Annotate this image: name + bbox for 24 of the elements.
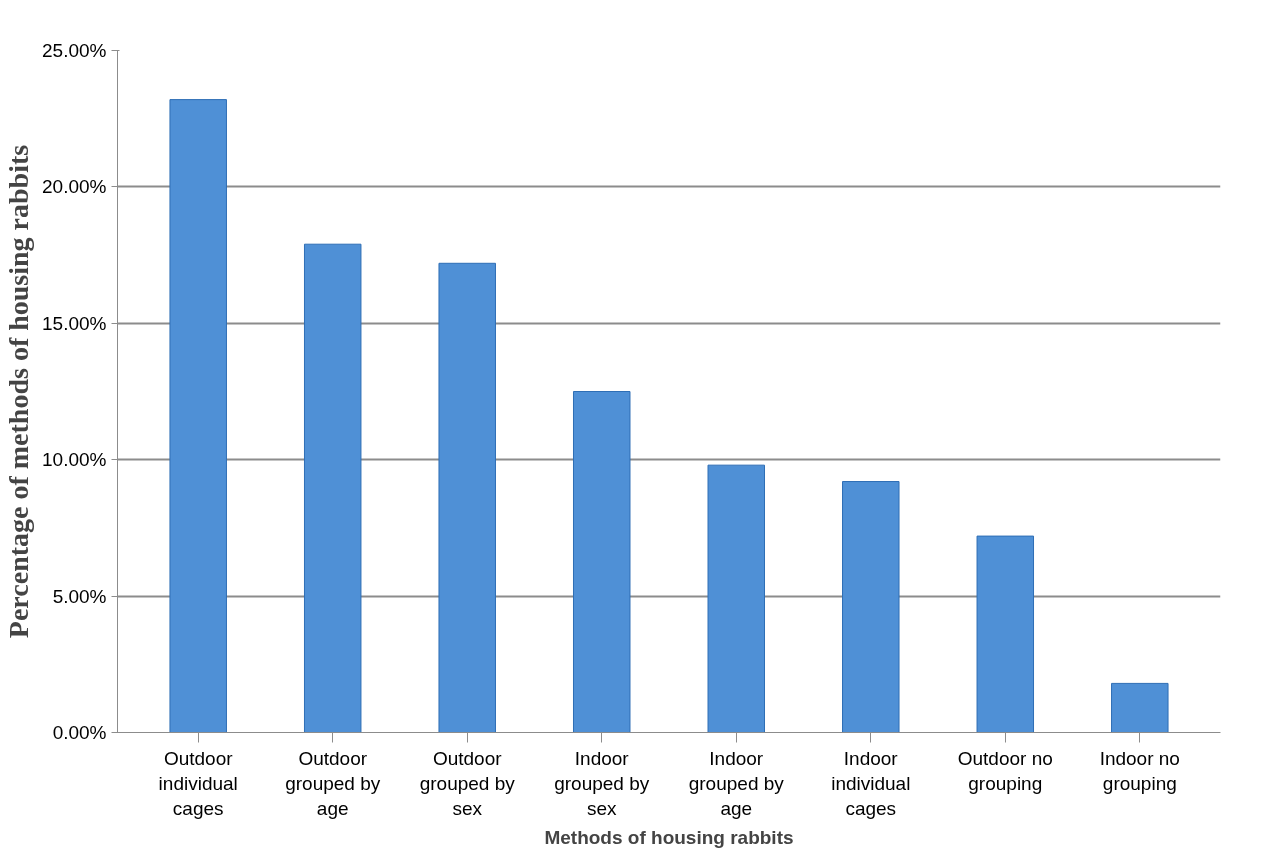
bar (169, 99, 227, 733)
bar (573, 391, 631, 733)
x-tick-label: Indoor grouped by sex (554, 747, 650, 819)
x-axis-title: Methods of housing rabbits (544, 826, 794, 848)
x-tick-label: Indoor individual cages (831, 747, 911, 819)
y-axis-title: Percentage of methods of housing rabbits (3, 144, 35, 639)
bar (842, 481, 900, 733)
y-tick-label: 20.00% (42, 176, 107, 198)
x-tick-label: Indoor grouped by age (688, 747, 785, 819)
y-tick-label: 10.00% (42, 449, 107, 471)
x-tick-label: Outdoor no grouping (957, 747, 1053, 794)
bar (976, 535, 1035, 733)
bar (438, 262, 496, 733)
y-tick-label: 25.00% (42, 40, 107, 61)
x-tick-label: Outdoor individual cages (158, 747, 238, 819)
bar (303, 243, 362, 733)
x-tick-label: Outdoor grouped by age (285, 747, 381, 819)
x-tick-label: Outdoor grouped by sex (419, 747, 516, 819)
y-tick-label: 15.00% (42, 312, 107, 334)
x-tick-label: Indoor no grouping (1099, 747, 1180, 794)
y-tick-label: 0.00% (52, 722, 107, 743)
bar (1111, 682, 1169, 733)
y-tick-label: 5.00% (52, 585, 107, 607)
bar (707, 464, 765, 733)
